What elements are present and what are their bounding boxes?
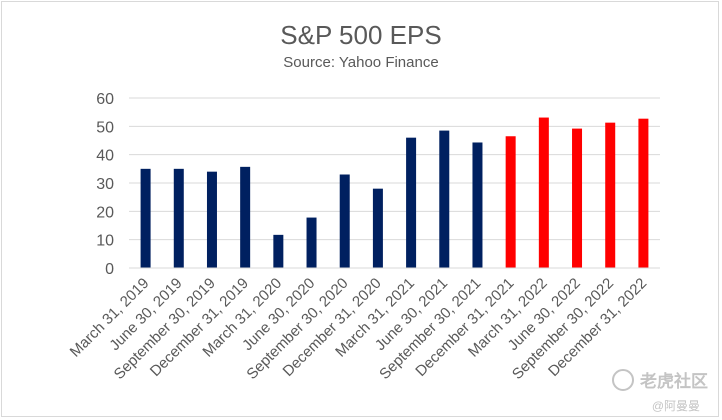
bar xyxy=(605,122,616,269)
y-tick-label: 30 xyxy=(96,176,114,193)
chart-subtitle: Source: Yahoo Finance xyxy=(283,54,439,71)
chart-title: S&P 500 EPS xyxy=(280,20,442,50)
y-tick-label: 20 xyxy=(96,204,114,221)
bar xyxy=(240,166,251,268)
bar xyxy=(372,188,383,268)
bar xyxy=(538,117,549,268)
bar xyxy=(173,168,184,268)
y-tick-label: 0 xyxy=(105,261,114,278)
bar xyxy=(472,142,483,268)
y-tick-label: 40 xyxy=(96,148,114,165)
watermark-handle: @阿曼曼 xyxy=(651,399,700,413)
bar xyxy=(505,136,516,268)
y-tick-label: 60 xyxy=(96,91,114,108)
watermark-brand: 老虎社区 xyxy=(640,372,708,391)
bar xyxy=(273,234,284,268)
bar xyxy=(638,118,649,268)
y-tick-label: 10 xyxy=(96,233,114,250)
bar xyxy=(306,217,317,268)
bar xyxy=(572,128,583,268)
bar xyxy=(206,171,217,268)
bar xyxy=(439,130,450,268)
tiger-logo-icon xyxy=(612,368,634,391)
bar xyxy=(339,174,350,268)
watermark: 老虎社区 xyxy=(612,367,708,392)
bar xyxy=(140,168,151,268)
y-tick-label: 50 xyxy=(96,119,114,136)
bar xyxy=(406,137,417,268)
